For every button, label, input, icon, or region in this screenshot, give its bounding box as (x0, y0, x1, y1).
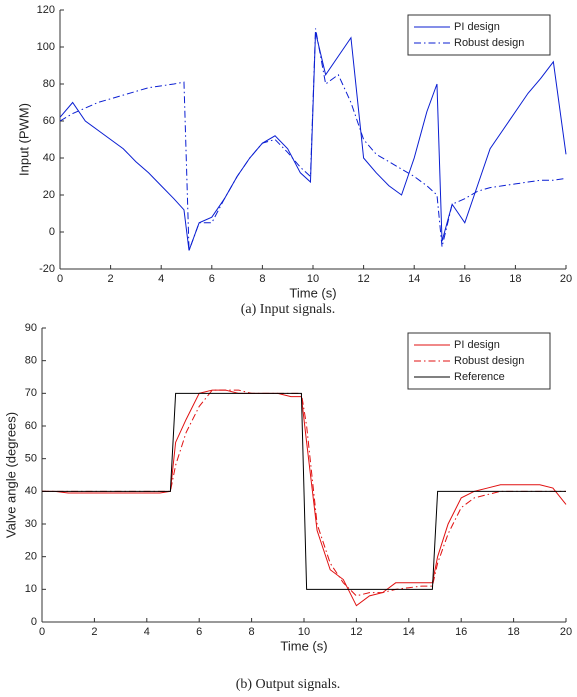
series-line (59, 28, 567, 251)
legend-label: Robust design (454, 37, 524, 49)
x-tick-label: 10 (307, 273, 319, 285)
x-tick-label: 4 (158, 273, 164, 285)
y-tick-label: 90 (25, 322, 37, 334)
x-tick-label: 14 (408, 273, 420, 285)
x-tick-label: 16 (455, 626, 467, 638)
x-tick-label: 0 (39, 626, 45, 638)
x-tick-label: 6 (196, 626, 202, 638)
x-tick-label: 6 (209, 273, 215, 285)
y-tick-label: 80 (43, 78, 55, 90)
y-axis-label: Input (PWM) (16, 103, 31, 176)
x-tick-label: 0 (57, 273, 63, 285)
series-line (42, 392, 566, 590)
x-tick-label: 10 (298, 626, 310, 638)
y-tick-label: 30 (25, 518, 37, 530)
y-tick-label: -20 (39, 263, 55, 275)
x-tick-label: 18 (509, 273, 521, 285)
x-tick-label: 20 (560, 626, 572, 638)
y-tick-label: 0 (49, 226, 55, 238)
y-tick-label: 70 (25, 387, 37, 399)
legend-label: Robust design (454, 355, 524, 367)
series-line (42, 389, 567, 607)
y-tick-label: 60 (43, 115, 55, 127)
y-tick-label: 50 (25, 453, 37, 465)
x-tick-label: 8 (259, 273, 265, 285)
legend-label: PI design (454, 21, 500, 33)
x-tick-label: 12 (357, 273, 369, 285)
legend-label: PI design (454, 339, 500, 351)
x-tick-label: 2 (108, 273, 114, 285)
x-tick-label: 8 (249, 626, 255, 638)
x-tick-label: 20 (560, 273, 572, 285)
y-axis-label: Valve angle (degrees) (3, 412, 18, 538)
y-tick-label: 10 (25, 583, 37, 595)
x-tick-label: 4 (144, 626, 150, 638)
y-tick-label: 40 (25, 485, 37, 497)
y-tick-label: 80 (25, 355, 37, 367)
x-tick-label: 12 (350, 626, 362, 638)
y-tick-label: 40 (43, 152, 55, 164)
caption: (a) Input signals. (241, 302, 335, 317)
x-tick-label: 18 (507, 626, 519, 638)
legend-box (407, 14, 551, 56)
caption: (b) Output signals. (236, 677, 341, 692)
x-tick-label: 14 (403, 626, 415, 638)
series-line (59, 32, 567, 251)
y-tick-label: 20 (43, 189, 55, 201)
legend-label: Reference (454, 371, 505, 383)
y-tick-label: 60 (25, 420, 37, 432)
y-tick-label: 100 (37, 41, 55, 53)
y-tick-label: 0 (31, 616, 37, 628)
x-axis-label: Time (s) (289, 285, 336, 300)
x-tick-label: 16 (459, 273, 471, 285)
x-axis-label: Time (s) (280, 638, 327, 653)
y-tick-label: 20 (25, 551, 37, 563)
y-tick-label: 120 (37, 4, 55, 16)
x-tick-label: 2 (91, 626, 97, 638)
